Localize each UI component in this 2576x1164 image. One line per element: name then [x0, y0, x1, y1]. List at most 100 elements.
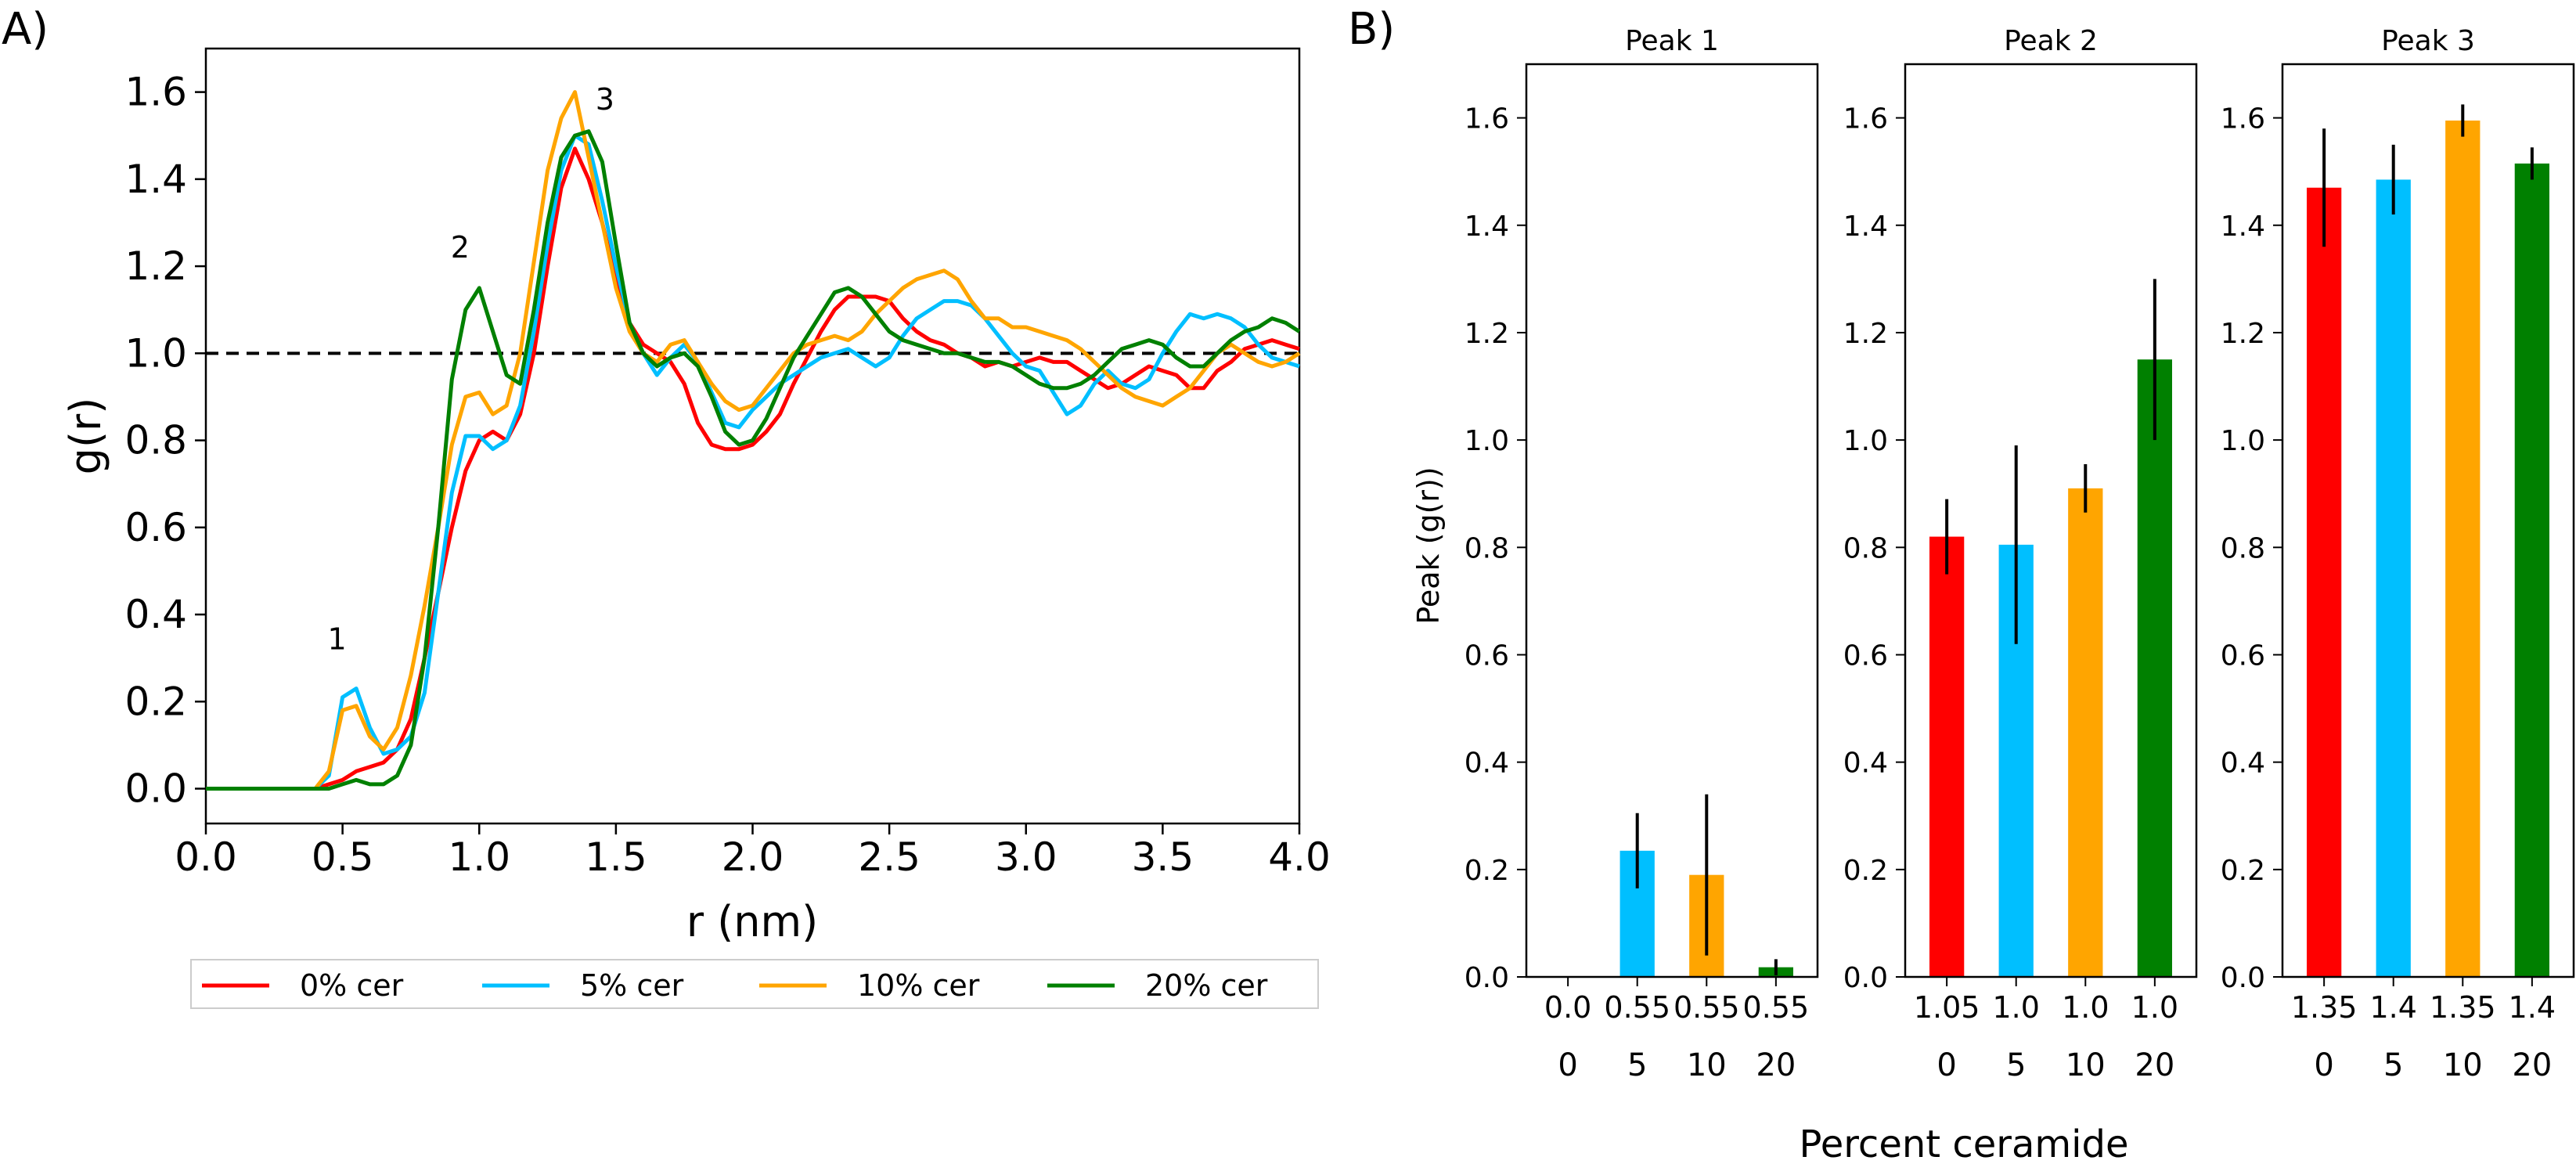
panel-label-b: B) [1348, 4, 1395, 55]
bar-category-label: 10 [2066, 1047, 2106, 1083]
y-tick-label: 0.6 [124, 505, 187, 550]
x-tick-label: 3.5 [1132, 834, 1194, 880]
bar-position-label: 1.0 [2131, 990, 2178, 1025]
bar-panel-1: Peak 1 0.0 0.2 0.4 0.6 0.8 1.0 1.2 1.4 1.6 0.0 0 0.5… [1465, 25, 1819, 1083]
x-axis-ticks: 0.0 0.5 1.0 1.5 2.0 2.5 3.0 3.5 4.0 [175, 823, 1331, 880]
annotation-2: 2 [451, 230, 470, 265]
legend-label-0: 0% cer [300, 968, 404, 1003]
bar-y-tick-label: 0.8 [2221, 532, 2265, 564]
annotation-1: 1 [328, 622, 347, 657]
bar-category-label: 20 [2512, 1047, 2552, 1083]
bar-y-tick-label: 1.6 [2221, 103, 2265, 135]
bar-panels: Peak 1 0.0 0.2 0.4 0.6 0.8 1.0 1.2 1.4 1.6 0.0 0 0.5… [1465, 25, 2575, 1083]
bar-y-tick-label: 0.6 [1843, 640, 1888, 672]
bar-category-label: 20 [1756, 1047, 1796, 1083]
bar-0 [1929, 536, 1965, 977]
y-axis-ticks: 0.0 0.2 0.4 0.6 0.8 1.0 1.2 1.4 1.6 [124, 70, 206, 812]
bar-5 [2376, 179, 2411, 977]
y-tick-label: 1.0 [124, 330, 187, 376]
bar-category-label: 0 [1937, 1047, 1956, 1083]
line-plot-frame [204, 47, 1301, 825]
bar-x-axis-label: Percent ceramide [1799, 1123, 2128, 1164]
bar-y-tick-label: 1.4 [2221, 211, 2265, 243]
bar-y-tick-label: 0.2 [1465, 855, 1509, 887]
x-tick-label: 4.0 [1268, 834, 1331, 880]
bar-20 [2137, 359, 2172, 977]
series-line-0 [206, 146, 1300, 791]
bar-category-label: 10 [1687, 1047, 1727, 1083]
bar-y-tick-label: 0.6 [2221, 640, 2265, 672]
bar-position-label: 1.4 [2369, 990, 2416, 1025]
x-tick-label: 2.0 [722, 834, 784, 880]
legend: 0% cer 5% cer 10% cer 20% cer [190, 959, 1319, 1009]
bar-y-axis-label: Peak (g(r)) [1411, 467, 1446, 624]
legend-label-3: 20% cer [1145, 968, 1268, 1003]
legend-frame [190, 959, 1319, 1009]
x-tick-label: 2.5 [858, 834, 921, 880]
bar-category-label: 10 [2443, 1047, 2483, 1083]
series-line-1 [206, 133, 1300, 791]
annotation-3: 3 [596, 82, 614, 117]
bar-0 [2307, 187, 2342, 978]
bar-panel-3: Peak 3 0.0 0.2 0.4 0.6 0.8 1.0 1.2 1.4 1.6 1.35 0 1.… [2221, 25, 2575, 1083]
bar-position-label: 0.55 [1743, 990, 1810, 1025]
line-series-group [206, 90, 1301, 791]
bar-y-tick-label: 0.2 [1843, 855, 1888, 887]
bar-y-tick-label: 0.4 [1465, 748, 1509, 780]
bar-y-tick-label: 0.8 [1465, 532, 1509, 564]
bar-y-tick-label: 0.4 [1843, 748, 1888, 780]
bar-panel-frame [1904, 63, 2198, 978]
bar-y-tick-label: 0.8 [1843, 532, 1888, 564]
legend-label-2: 10% cer [857, 968, 980, 1003]
bar-y-tick-label: 0.2 [2221, 855, 2265, 887]
x-tick-label: 3.0 [995, 834, 1057, 880]
x-tick-label: 0.5 [312, 834, 374, 880]
bar-20 [2514, 163, 2549, 978]
panel-label-a: A) [2, 4, 49, 55]
bar-position-label: 1.0 [2062, 990, 2109, 1025]
bar-position-label: 1.05 [1914, 990, 1980, 1025]
bar-category-label: 0 [1558, 1047, 1577, 1083]
bar-panel-frame [2281, 63, 2575, 978]
bar-y-tick-label: 0.0 [1843, 962, 1888, 994]
bar-position-label: 1.35 [2430, 990, 2496, 1025]
y-tick-label: 0.2 [124, 679, 187, 724]
bar-y-tick-label: 1.4 [1465, 211, 1509, 243]
bar-position-label: 0.55 [1604, 990, 1670, 1025]
bar-panel-title: Peak 3 [2381, 25, 2475, 57]
bar-y-tick-label: 1.2 [2221, 318, 2265, 350]
x-tick-label: 0.0 [175, 834, 237, 880]
line-chart: 1 2 3 0.0 0.5 1.0 1.5 2.0 2.5 3.0 3.5 4.0 0.0 0.2 0.… [61, 47, 1331, 1009]
bar-panel-title: Peak 2 [2004, 25, 2098, 57]
x-tick-label: 1.0 [448, 834, 510, 880]
bar-position-label: 1.0 [1992, 990, 2039, 1025]
bar-y-tick-label: 1.6 [1843, 103, 1888, 135]
bar-panel-2: Peak 20.00.20.40.60.81.01.21.41.61.0501.… [1843, 25, 2198, 1083]
legend-label-1: 5% cer [580, 968, 684, 1003]
bar-category-label: 5 [2006, 1047, 2026, 1083]
bar-y-tick-label: 1.0 [1843, 425, 1888, 457]
bar-y-tick-label: 1.2 [1843, 318, 1888, 350]
x-tick-label: 1.5 [585, 834, 647, 880]
bar-y-tick-label: 1.0 [2221, 425, 2265, 457]
bar-y-tick-label: 1.0 [1465, 425, 1509, 457]
bar-panel-title: Peak 1 [1625, 25, 1719, 57]
bar-position-label: 1.35 [2291, 990, 2358, 1025]
bar-position-label: 0.0 [1544, 990, 1591, 1025]
bar-position-label: 1.4 [2509, 990, 2556, 1025]
bar-y-tick-label: 0.0 [1465, 962, 1509, 994]
bar-panel-frame [1525, 63, 1819, 978]
y-tick-label: 0.4 [124, 592, 187, 637]
bar-y-tick-label: 0.4 [2221, 748, 2265, 780]
y-tick-label: 1.6 [124, 70, 187, 115]
y-tick-label: 1.4 [124, 157, 187, 202]
bar-y-tick-label: 0.0 [2221, 962, 2265, 994]
y-tick-label: 0.0 [124, 766, 187, 812]
bar-10 [2445, 121, 2481, 977]
peak-annotations: 1 2 3 [328, 82, 614, 657]
bar-category-label: 0 [2314, 1047, 2333, 1083]
bar-y-tick-label: 1.6 [1465, 103, 1509, 135]
x-axis-label: r (nm) [686, 897, 818, 946]
bar-y-tick-label: 1.4 [1843, 211, 1888, 243]
